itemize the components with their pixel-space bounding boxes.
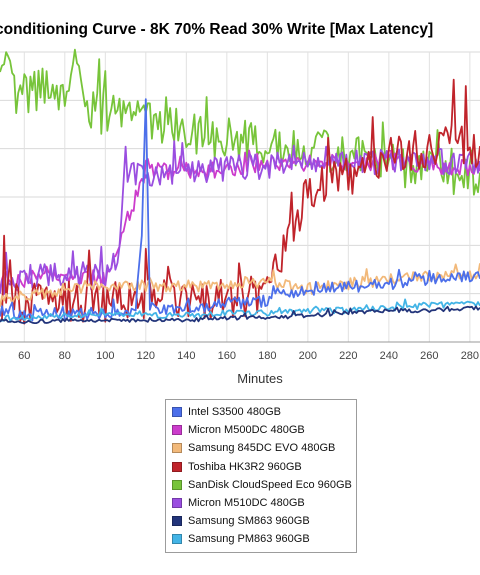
x-axis-label: Minutes bbox=[237, 371, 283, 386]
x-tick-label: 140 bbox=[177, 350, 195, 362]
legend-label: Samsung SM863 960GB bbox=[188, 515, 310, 528]
legend-label: Toshiba HK3R2 960GB bbox=[188, 460, 302, 473]
legend-swatch bbox=[172, 443, 182, 454]
x-tick-label: 240 bbox=[380, 350, 398, 362]
x-tick-label: 220 bbox=[339, 350, 357, 362]
x-tick-label: 60 bbox=[18, 350, 30, 362]
legend-swatch bbox=[172, 461, 182, 472]
legend-label: Micron M500DC 480GB bbox=[188, 424, 305, 437]
series-line-0 bbox=[0, 98, 480, 322]
x-tick-label: 100 bbox=[96, 350, 114, 362]
legend-entry[interactable]: Micron M500DC 480GB bbox=[166, 421, 356, 439]
legend-label: Micron M510DC 480GB bbox=[188, 497, 305, 510]
series-line-2 bbox=[0, 263, 480, 307]
x-tick-label: 280 bbox=[461, 350, 479, 362]
legend-entry[interactable]: Intel S3500 480GB bbox=[166, 403, 356, 421]
legend-label: Intel S3500 480GB bbox=[188, 406, 281, 419]
legend-label: Samsung PM863 960GB bbox=[188, 533, 310, 546]
series-line-7 bbox=[0, 298, 480, 322]
x-tick-label: 260 bbox=[420, 350, 438, 362]
chart: Preconditioning Curve - 8K 70% Read 30% … bbox=[0, 21, 480, 386]
legend-swatch bbox=[172, 534, 182, 545]
legend-label: Samsung 845DC EVO 480GB bbox=[188, 442, 336, 455]
legend-swatch bbox=[172, 516, 182, 527]
legend-swatch bbox=[172, 407, 182, 418]
legend-entry[interactable]: Micron M510DC 480GB bbox=[166, 494, 356, 512]
x-tick-labels: 60 80 100 120 140 160 180 200 220 240 260 280 bbox=[18, 350, 479, 362]
legend-label: SanDisk CloudSpeed Eco 960GB bbox=[188, 478, 352, 491]
legend-entry[interactable]: Samsung 845DC EVO 480GB bbox=[166, 439, 356, 457]
series-lines bbox=[0, 48, 480, 325]
legend-swatch bbox=[172, 425, 182, 436]
legend-entry[interactable]: Samsung PM863 960GB bbox=[166, 530, 356, 548]
legend: Intel S3500 480GB Micron M500DC 480GB Sams… bbox=[165, 399, 357, 553]
legend-entry[interactable]: Toshiba HK3R2 960GB bbox=[166, 458, 356, 476]
x-tick-label: 160 bbox=[218, 350, 236, 362]
chart-title: Preconditioning Curve - 8K 70% Read 30% … bbox=[0, 21, 433, 38]
series-line-6 bbox=[0, 305, 480, 324]
x-tick-label: 180 bbox=[258, 350, 276, 362]
x-tick-label: 200 bbox=[299, 350, 317, 362]
legend-entry[interactable]: Samsung SM863 960GB bbox=[166, 512, 356, 530]
legend-entry[interactable]: SanDisk CloudSpeed Eco 960GB bbox=[166, 476, 356, 494]
legend-swatch bbox=[172, 479, 182, 490]
series-line-5 bbox=[0, 140, 480, 295]
legend-swatch bbox=[172, 498, 182, 509]
x-tick-label: 120 bbox=[137, 350, 155, 362]
x-tick-label: 80 bbox=[59, 350, 71, 362]
